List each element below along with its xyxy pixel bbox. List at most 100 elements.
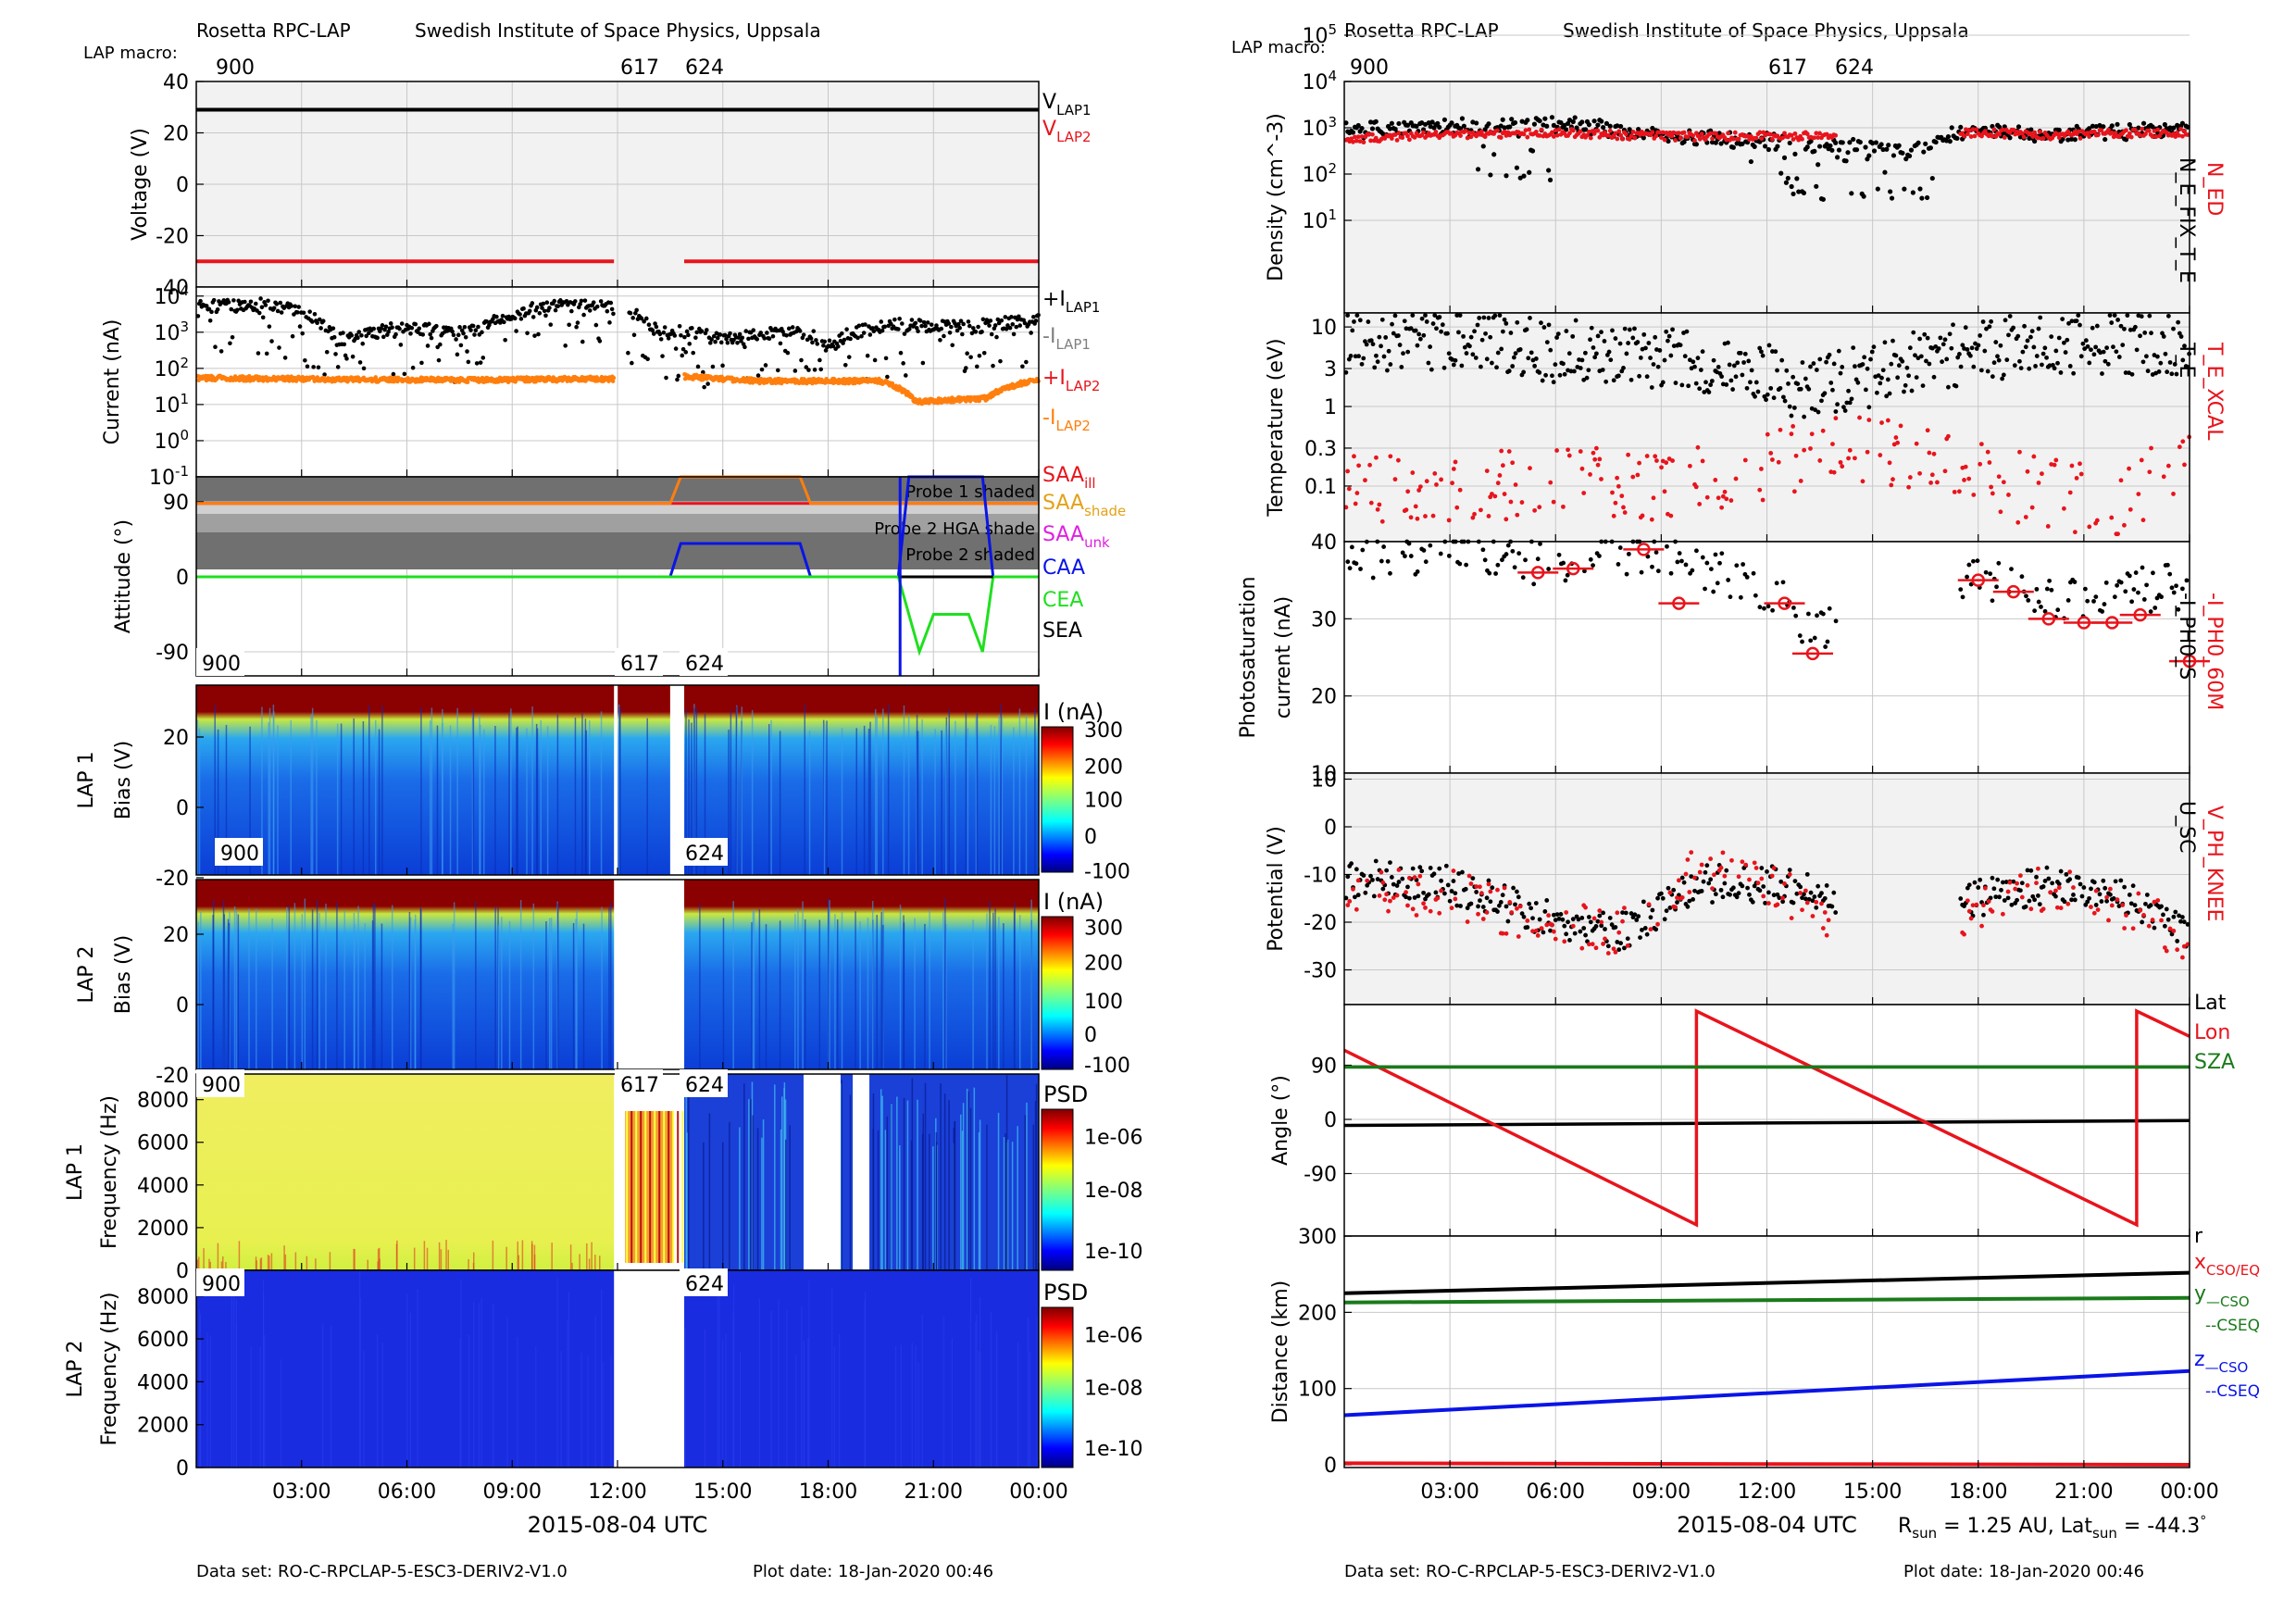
current-lap1-pt-290 [552,298,557,304]
density-ned-pt-149 [1605,132,1611,138]
lap1-freq-colorbar [1041,1108,1074,1271]
temperature-te-pt-434 [2031,344,2037,350]
density-nefix-pt-66 [1459,116,1466,121]
current-lap1-pt-575 [916,329,920,334]
density-ned-pt-65 [1458,133,1463,138]
potential-usc-pt-106 [1530,916,1535,921]
potential-usc-pt-284 [1966,882,1972,888]
photosat-s-pt-5 [1358,567,1363,571]
temperature-te-pt-254 [1746,358,1752,364]
temperature-xcal-pt-195 [2029,505,2035,510]
photosat-s-pt-2 [1349,544,1354,550]
photosat-s-pt-139 [1966,562,1972,568]
temperature-te-pt-405 [1985,369,1990,374]
current-lap1-pt-282 [542,308,547,314]
potential-usc-pt-204 [1703,869,1708,875]
potential-usc-pt-159 [1623,910,1628,916]
current-lap1-pt-135 [361,366,367,371]
current-lap1-pt-307 [573,299,578,304]
temperature-te-pt-84 [1477,316,1482,320]
potential-usc-pt-96 [1513,902,1517,907]
density-ytick-label-4: 101 [1302,206,1337,233]
potential-usc-pt-215 [1722,881,1728,886]
temperature-xcal-pt-49 [1500,463,1505,468]
current-lap1-pt-639 [994,334,999,340]
temperature-te-pt-483 [2109,320,2115,325]
left-xtick-label-6: 21:00 [905,1480,963,1504]
current-lap1-pt-137 [364,333,369,339]
temperature-te-pt-337 [1878,381,1883,386]
current-lap1-pt-629 [981,350,987,356]
density-ned-pt-77 [1479,129,1484,134]
current-lap1-pt-228 [476,324,480,330]
current-lap1-pt-491 [812,368,817,372]
current-lap1-pt-130 [356,335,360,341]
temperature-xcal-pt-32 [1446,518,1452,523]
temperature-xcal-pt-179 [1966,476,1972,481]
potential-usc-pt-61 [1451,879,1456,883]
density-ned-pt-71 [1468,134,1474,140]
density-nefix-pt-306 [1882,169,1888,175]
temperature-te-pt-266 [1765,392,1770,397]
temperature-te-pt-222 [1695,356,1701,361]
current-lap1-pt-76 [289,304,294,308]
photosat-s-pt-58 [1546,567,1552,571]
current-lap1-pt-14 [213,344,218,350]
temperature-te-pt-305 [1827,352,1832,357]
density-nefix-pt-292 [1857,139,1863,145]
potential-usc-pt-177 [1655,895,1660,901]
photosat-s-pt-156 [2032,608,2038,614]
current-lap1-pt-564 [902,331,907,336]
temperature-te-pt-110 [1517,347,1523,352]
lap1-bias-ytick-label-0: 20 [163,727,189,750]
temperature-te-pt-354 [1904,365,1910,370]
temperature-xcal-pt-219 [2128,506,2133,512]
potential-usc-pt-305 [2003,880,2009,884]
current-lap1-pt-180 [417,326,422,331]
attitude-ytick-label-1: 0 [176,567,189,590]
current-lap1-pt-342 [630,360,634,366]
temperature-xcal-pt-203 [2061,506,2066,511]
current-lap1-pt-319 [587,308,593,313]
temperature-xcal-pt-164 [1917,470,1923,476]
density-nefix-pt-138 [1586,122,1591,128]
temperature-te-pt-159 [1595,333,1601,339]
current-lap1-pt-506 [830,344,836,349]
temperature-te-pt-47 [1417,336,1423,342]
density-ned-pt-174 [1650,130,1655,135]
temperature-xcal-pt-108 [1697,502,1703,506]
current-lap1-pt-281 [541,301,546,306]
photosat-s-pt-50 [1512,565,1517,570]
voltage-ytick-label-3: -20 [156,226,189,249]
density-nefix-pt-169 [1641,135,1646,141]
potential-usc-pt-378 [2132,903,2138,908]
potential-usc-pt-225 [1740,883,1745,889]
temperature-te-pt-313 [1840,365,1845,369]
photosat-s-pt-94 [1690,568,1695,573]
current-lap1-pt-207 [450,329,455,334]
temperature-te-pt-422 [2012,363,2017,369]
current-lap1-pt-546 [880,328,885,333]
temperature-te-pt-432 [2028,334,2033,340]
current-lap1-pt-243 [494,314,499,319]
potential-usc-pt-362 [2104,898,2110,904]
potential-usc-pt-297 [1990,875,1995,881]
temperature-xcal-pt-33 [1450,481,1454,486]
potential-usc-pt-114 [1544,898,1550,903]
temperature-te-pt-413 [1998,343,2003,348]
temperature-te-pt-214 [1682,354,1688,359]
band-probe2-shaded [196,532,1039,569]
temperature-xcal-pt-159 [1895,440,1901,445]
temperature-xcal-pt-11 [1375,506,1380,512]
density-nefix-pt-335 [1933,139,1939,145]
temperature-te-pt-519 [2165,313,2171,319]
current-lap1-pt-434 [742,344,747,350]
potential-usc-pt-329 [2046,876,2052,881]
temperature-xcal-pt-226 [2165,463,2171,468]
temperature-te-pt-129 [1548,347,1554,353]
temperature-te-pt-381 [1947,331,1953,337]
temperature-xcal-pt-7 [1363,478,1367,483]
current-lap1-pt-219 [465,349,469,354]
current-lap1-pt-270 [527,308,532,314]
density-nefix-pt-382 [2015,124,2022,130]
